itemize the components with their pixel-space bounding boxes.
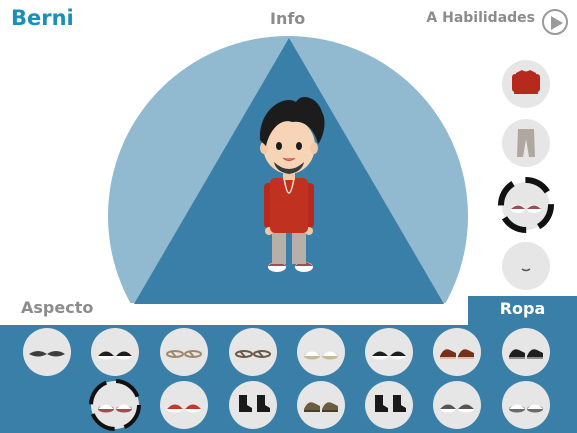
shoe-option[interactable] [433,328,481,376]
shoe-option[interactable] [502,328,550,376]
shoe-option[interactable] [297,328,345,376]
shoe-option[interactable] [229,381,277,429]
shoes-icon [511,205,541,213]
slipper-icon [29,351,65,357]
shoe-option[interactable] [365,381,413,429]
info-tab[interactable]: Info [270,9,306,28]
sneaker-icon [509,404,543,413]
shoe-option[interactable] [297,381,345,429]
sneaker-icon [440,404,474,413]
tab-ropa[interactable]: Ropa [468,296,577,326]
sneaker-icon [372,351,406,360]
shoe-icon [509,349,543,359]
shoe-option[interactable] [160,328,208,376]
shoe-option[interactable] [502,381,550,429]
selected-category-ring [498,177,554,233]
category-shirt-button[interactable] [502,60,550,108]
tab-aspecto[interactable]: Aspecto [21,298,94,317]
next-arrow-icon[interactable] [542,9,568,35]
shirt-icon [512,70,540,94]
character-name: Berni [11,6,74,30]
shoe-option[interactable] [229,328,277,376]
pants-icon [517,129,535,157]
boot-icon [239,395,270,412]
character-avatar [259,97,325,272]
boot-icon [375,395,406,412]
sneaker-icon [98,351,132,360]
skills-link-label[interactable]: A Habilidades [426,10,535,26]
sandal-icon [235,350,271,358]
selected-option-ring [89,379,141,431]
shoe-icon [440,349,474,359]
shoe-option[interactable] [365,328,413,376]
sneaker-icon [98,404,132,413]
sandal-icon [166,350,202,358]
shoe-icon [304,402,338,412]
category-pants-button[interactable] [502,119,550,167]
shoe-option[interactable] [160,381,208,429]
shoe-option[interactable] [433,381,481,429]
sneaker-icon [167,404,201,413]
category-accessory-button[interactable] [502,242,550,290]
shoe-option[interactable] [91,328,139,376]
shoe-option[interactable] [23,328,71,376]
accessory-icon [521,268,531,272]
sneaker-icon [304,351,338,360]
